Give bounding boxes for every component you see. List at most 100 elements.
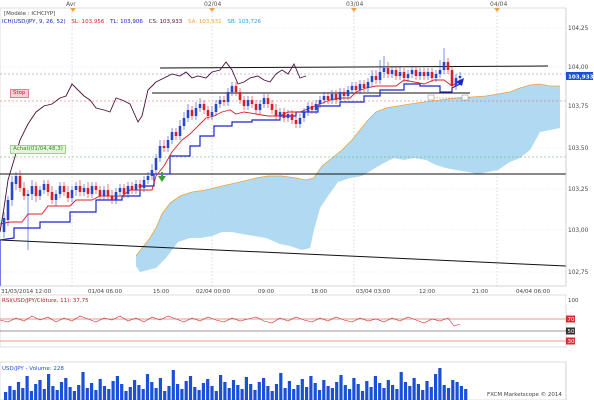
rsi-line bbox=[0, 315, 461, 327]
volume-bar bbox=[253, 390, 257, 400]
copyright-footer: FXCM Marketscope © 2014 bbox=[487, 391, 562, 398]
volume-bar bbox=[360, 391, 365, 400]
volume-bar bbox=[72, 391, 76, 400]
volume-bar bbox=[227, 388, 231, 400]
price-tick-label: 102,75 bbox=[568, 270, 589, 276]
buy-order-tag[interactable]: Achat(01/04,48,3) bbox=[10, 145, 66, 154]
volume-bar bbox=[81, 372, 85, 400]
candle-body bbox=[218, 100, 222, 104]
volume-bar bbox=[236, 385, 240, 400]
candle-body bbox=[210, 112, 214, 116]
volume-bar bbox=[4, 392, 8, 400]
volume-bar bbox=[292, 389, 296, 400]
candle-body bbox=[58, 186, 62, 194]
volume-bar bbox=[296, 385, 300, 400]
candle-body bbox=[42, 184, 46, 190]
volume-bar bbox=[446, 388, 451, 400]
candle-body bbox=[358, 84, 362, 90]
price-axis[interactable]: 104,25 104,00 103,75 103,50 103,25 103,0… bbox=[565, 8, 594, 286]
volume-bar bbox=[343, 385, 347, 400]
candle-body bbox=[302, 112, 306, 118]
volume-bar bbox=[421, 390, 425, 400]
volume-bar bbox=[451, 380, 455, 400]
candle-body bbox=[390, 70, 394, 74]
candle-body bbox=[382, 68, 386, 72]
volume-bar bbox=[154, 388, 158, 400]
candle-body bbox=[306, 106, 310, 112]
candle-body bbox=[110, 196, 114, 200]
volume-bar bbox=[339, 375, 343, 400]
volume-bar bbox=[434, 374, 438, 400]
volume-bar bbox=[77, 385, 81, 400]
volume-bar bbox=[399, 372, 403, 400]
trend-line[interactable] bbox=[0, 239, 567, 267]
ichimoku-sa-value: SA: 103,931 bbox=[188, 19, 222, 25]
candle-body bbox=[94, 186, 98, 190]
volume-bar bbox=[145, 374, 150, 400]
volume-bar bbox=[382, 388, 386, 400]
volume-bar bbox=[184, 381, 188, 400]
candle-body bbox=[322, 96, 326, 100]
candle-body bbox=[342, 92, 346, 96]
candle-body bbox=[366, 82, 370, 88]
candle-body bbox=[222, 100, 226, 102]
stop-tag[interactable]: Stop bbox=[10, 89, 29, 98]
volume-bar bbox=[459, 386, 463, 400]
candle-body bbox=[122, 188, 126, 194]
candle-body bbox=[10, 182, 14, 200]
ichimoku-sb-value: SB: 103,726 bbox=[227, 19, 262, 25]
candlestick-series[interactable] bbox=[2, 48, 462, 250]
volume-bar bbox=[244, 377, 248, 400]
volume-bar bbox=[197, 390, 201, 400]
volume-bar bbox=[300, 379, 304, 400]
volume-bar bbox=[395, 389, 399, 400]
candle-body bbox=[270, 104, 274, 110]
volume-bar bbox=[210, 386, 214, 400]
top-date-axis: Avr 02/04 03/04 04/04 bbox=[66, 1, 507, 12]
volume-bar bbox=[51, 386, 55, 400]
candle-body bbox=[138, 184, 142, 188]
ichimoku-sl-value: SL: 103,956 bbox=[71, 19, 105, 25]
candle-body bbox=[410, 70, 414, 74]
candle-body bbox=[346, 90, 350, 96]
candle-body bbox=[402, 72, 406, 78]
top-date-label: 04/04 bbox=[490, 1, 507, 8]
time-tick-label: 31/03/2014 12:00 bbox=[1, 289, 52, 295]
time-tick-label: 01/04 06:00 bbox=[88, 289, 122, 295]
volume-bar bbox=[274, 384, 279, 400]
order-handle-icon[interactable] bbox=[427, 94, 435, 101]
candle-body bbox=[74, 186, 78, 190]
candle-body bbox=[118, 188, 122, 192]
candle-body bbox=[62, 186, 66, 192]
candle-body bbox=[18, 176, 22, 188]
time-axis[interactable]: 31/03/2014 12:00 01/04 06:00 15:00 02/04… bbox=[0, 285, 566, 295]
candle-body bbox=[250, 100, 254, 104]
volume-bar bbox=[391, 385, 395, 400]
candle-body bbox=[34, 186, 38, 196]
candle-body bbox=[370, 76, 374, 82]
candle-body bbox=[314, 104, 318, 110]
candle-body bbox=[134, 184, 138, 190]
candle-body bbox=[266, 98, 270, 104]
time-tick-label: 15:00 bbox=[153, 289, 170, 295]
candle-body bbox=[338, 92, 342, 100]
volume-bar bbox=[214, 391, 218, 400]
rsi-tick-label: 30 bbox=[568, 339, 575, 345]
volume-bar bbox=[266, 386, 270, 400]
session-marker-icon bbox=[494, 8, 500, 12]
candle-body bbox=[174, 132, 178, 136]
order-handle-icon[interactable] bbox=[461, 94, 469, 101]
volume-bar bbox=[8, 386, 12, 400]
top-date-label: Avr bbox=[66, 1, 76, 8]
candle-body bbox=[278, 112, 282, 116]
resistance-line[interactable] bbox=[159, 65, 549, 69]
volume-bar bbox=[85, 388, 89, 400]
candle-body bbox=[258, 104, 262, 110]
volume-bar bbox=[438, 368, 442, 400]
candle-body bbox=[2, 218, 6, 232]
volume-bar bbox=[47, 374, 51, 400]
volume-bar bbox=[219, 375, 223, 400]
volume-bar bbox=[442, 385, 446, 400]
volume-bar bbox=[455, 382, 459, 400]
